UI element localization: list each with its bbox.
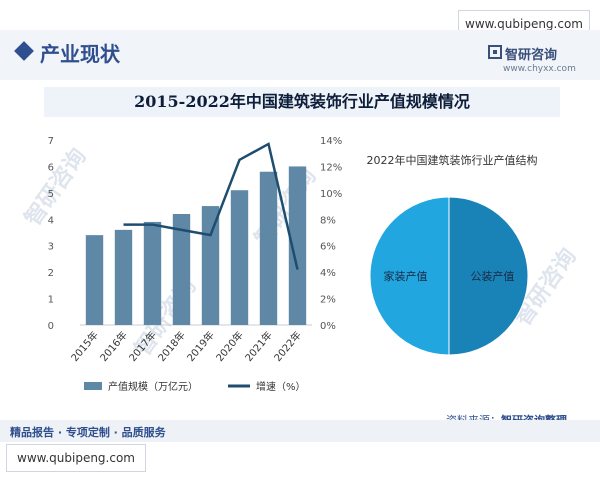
y-right-tick-label: 8% bbox=[320, 215, 336, 226]
x-tick-label: 2017年 bbox=[126, 329, 159, 365]
x-tick-label: 2019年 bbox=[184, 329, 217, 365]
x-tick-label: 2015年 bbox=[68, 329, 101, 365]
y-left-tick-label: 4 bbox=[48, 215, 54, 226]
y-right-tick-label: 2% bbox=[320, 295, 336, 306]
pie-slice bbox=[369, 196, 450, 356]
y-right-tick-label: 4% bbox=[320, 268, 336, 279]
footer-text: 精品报告 · 专项定制 · 品质服务 bbox=[10, 426, 166, 439]
legend-label-line: 增速（%） bbox=[256, 380, 306, 393]
footer-band bbox=[0, 420, 600, 442]
chart-title: 2015-2022年中国建筑装饰行业产值规模情况 bbox=[134, 92, 470, 111]
x-tick-label: 2018年 bbox=[155, 329, 188, 365]
y-left-tick-label: 6 bbox=[48, 162, 54, 173]
pie-slice bbox=[448, 196, 529, 356]
y-left-tick-label: 7 bbox=[48, 136, 54, 147]
x-tick-label: 2016年 bbox=[97, 329, 130, 365]
y-left-tick-label: 3 bbox=[48, 242, 54, 253]
y-right-tick-label: 12% bbox=[320, 162, 342, 173]
x-tick-label: 2021年 bbox=[242, 329, 275, 365]
bar bbox=[172, 214, 191, 325]
x-tick-label: 2022年 bbox=[271, 329, 304, 365]
bar bbox=[143, 221, 162, 325]
y-right-tick-label: 0% bbox=[320, 321, 336, 332]
y-left-tick-label: 1 bbox=[48, 295, 54, 306]
y-right-tick-label: 10% bbox=[320, 189, 342, 200]
legend-label-bar: 产值规模（万亿元） bbox=[108, 380, 198, 393]
bar bbox=[201, 206, 220, 325]
brand-url: www.chyxx.com bbox=[503, 64, 576, 74]
bar bbox=[114, 229, 133, 325]
bar bbox=[230, 190, 249, 325]
y-left-tick-label: 0 bbox=[48, 321, 54, 332]
chart-area: 2022年中国建筑装饰行业产值结构 0 1 2 3 4 5 6 7 0% 2% 4% 6% 8% 10% 1… bbox=[48, 136, 538, 393]
pie-title: 2022年中国建筑装饰行业产值结构 bbox=[367, 153, 538, 167]
site-url-badge-bottom[interactable]: www.qubipeng.com bbox=[6, 444, 146, 472]
brand-logo-icon bbox=[488, 45, 502, 59]
growth-line bbox=[123, 142, 299, 270]
bar bbox=[85, 235, 104, 325]
bar bbox=[259, 171, 278, 325]
brand-name: 智研咨询 bbox=[505, 48, 558, 63]
section-title: 产业现状 bbox=[40, 42, 120, 66]
x-tick-label: 2020年 bbox=[213, 329, 246, 365]
chart-title-band bbox=[44, 87, 560, 117]
y-left-tick-label: 2 bbox=[48, 268, 54, 279]
y-left-tick-label: 5 bbox=[48, 189, 54, 200]
pie-slice-label: 公装产值 bbox=[470, 269, 514, 283]
pie-slice-label: 家装产值 bbox=[384, 269, 428, 283]
bar bbox=[288, 166, 307, 325]
legend-swatch-bar bbox=[84, 382, 102, 390]
y-right-tick-label: 14% bbox=[320, 136, 342, 147]
y-right-tick-label: 6% bbox=[320, 242, 336, 253]
